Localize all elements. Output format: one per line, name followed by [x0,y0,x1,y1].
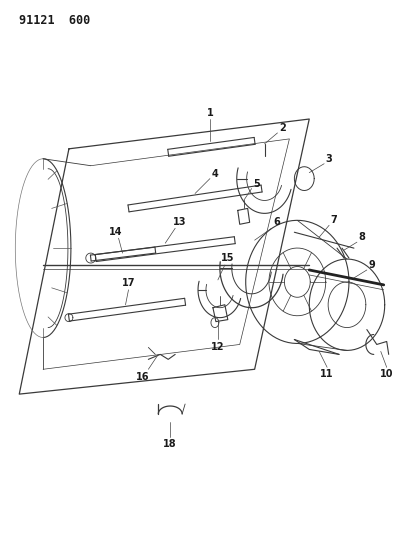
Text: 7: 7 [330,215,336,225]
Text: 10: 10 [379,369,393,379]
Text: 15: 15 [221,253,234,263]
Text: 5: 5 [253,179,259,189]
Text: 4: 4 [211,168,218,179]
Text: 1: 1 [206,108,213,118]
Text: 18: 18 [163,439,176,449]
Text: 8: 8 [358,232,365,242]
Text: 14: 14 [109,227,122,237]
Text: 16: 16 [135,372,149,382]
Text: 6: 6 [272,217,279,227]
Text: 9: 9 [368,260,374,270]
Text: 13: 13 [173,217,186,227]
Text: 3: 3 [325,154,332,164]
Text: 2: 2 [278,123,285,133]
Text: 12: 12 [211,342,224,352]
Text: 11: 11 [320,369,333,379]
Text: 17: 17 [122,278,135,288]
Text: 91121  600: 91121 600 [19,14,90,27]
